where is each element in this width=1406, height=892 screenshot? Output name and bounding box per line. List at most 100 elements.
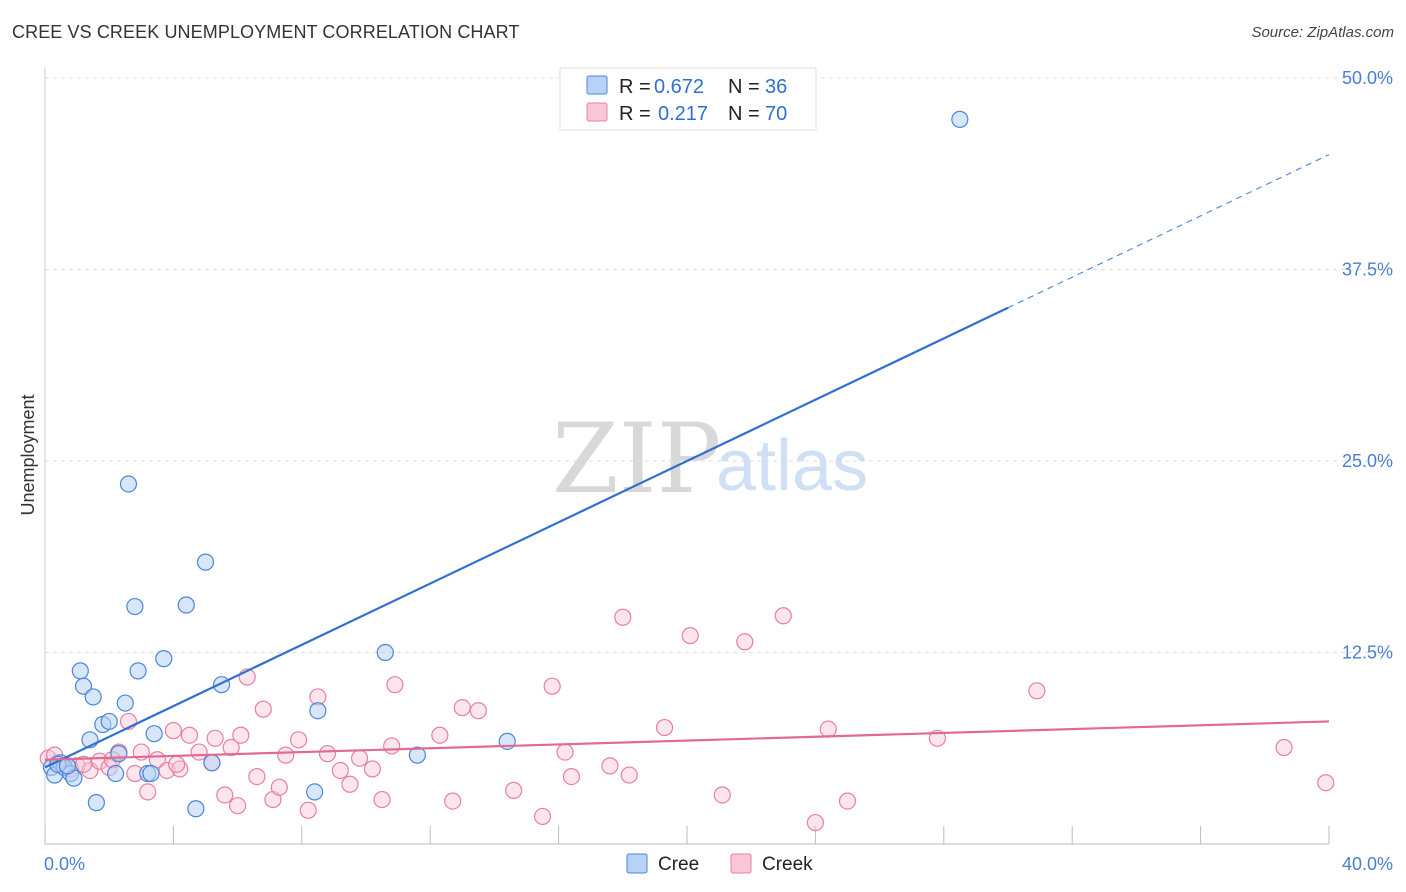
y-tick-label-0: 12.5%	[1342, 643, 1393, 663]
creek-point-14	[164, 722, 182, 740]
cree-point-20	[142, 764, 160, 783]
cree-point-29	[306, 783, 324, 801]
legend-n-label-creek: N =	[728, 103, 760, 125]
creek-point-22	[229, 797, 247, 815]
creek-point-53	[655, 718, 674, 737]
creek-point-17	[190, 743, 208, 761]
creek-point-28	[270, 778, 288, 796]
bottom-legend-label-cree: Cree	[658, 854, 699, 875]
creek-point-63	[1275, 738, 1293, 757]
watermark-atlas: atlas	[716, 426, 868, 506]
legend-r-value-cree: 0.672	[654, 76, 704, 98]
cree-point-9	[84, 688, 102, 706]
cree-point-6	[71, 662, 89, 680]
creek-point-34	[331, 761, 349, 780]
creek-point-35	[341, 775, 359, 793]
creek-points	[39, 607, 1335, 832]
creek-point-49	[562, 767, 581, 786]
creek-point-39	[383, 737, 401, 755]
cree-point-14	[110, 745, 128, 763]
creek-point-15	[171, 760, 189, 778]
creek-point-25	[248, 767, 266, 786]
gridlines	[45, 77, 1389, 653]
cree-point-30	[376, 643, 394, 662]
source-credit: Source: ZipAtlas.com	[1251, 24, 1394, 41]
trend-lines	[44, 154, 1330, 769]
creek-point-55	[713, 786, 731, 804]
creek-point-30	[289, 731, 308, 749]
y-axis-label: Unemployment	[18, 394, 38, 515]
y-tick-label-1: 25.0%	[1342, 451, 1393, 471]
creek-point-16	[180, 726, 199, 744]
creek-point-31	[299, 801, 317, 819]
creek-point-33	[318, 745, 337, 763]
creek-point-29	[277, 746, 295, 764]
legend: R = 0.672 N = 36 R = 0.217 N = 70	[559, 67, 817, 131]
creek-point-44	[469, 702, 487, 720]
bottom-legend-swatch-creek	[730, 853, 752, 874]
cree-point-25	[196, 553, 215, 571]
x-tick-label-0: 0.0%	[44, 854, 85, 874]
y-tick-label-2: 37.5%	[1342, 260, 1393, 280]
creek-point-38	[373, 790, 391, 809]
axes	[44, 68, 1330, 845]
creek-point-59	[819, 720, 837, 738]
cree-point-12	[100, 712, 118, 731]
legend-swatch-creek	[586, 102, 608, 122]
cree-point-15	[116, 694, 134, 712]
legend-r-label-creek: R =	[619, 103, 651, 125]
creek-point-64	[1317, 774, 1335, 792]
x-tick-labels: 0.0% 40.0%	[44, 854, 1393, 874]
creek-point-20	[216, 786, 234, 804]
creek-point-26	[254, 700, 272, 718]
bottom-legend-label-creek: Creek	[762, 854, 813, 875]
cree-point-13	[107, 764, 125, 783]
cree-point-24	[187, 800, 205, 818]
creek-point-54	[681, 627, 699, 645]
creek-point-47	[543, 677, 561, 695]
creek-point-19	[206, 729, 224, 747]
legend-r-value-creek: 0.217	[658, 103, 708, 125]
y-tick-label-3: 50.0%	[1342, 68, 1393, 88]
cree-point-17	[126, 597, 144, 616]
bottom-legend-swatch-cree	[626, 853, 648, 874]
cree-point-31	[408, 746, 426, 764]
creek-point-42	[444, 792, 462, 810]
bottom-legend: Cree Creek	[626, 853, 813, 875]
creek-point-36	[350, 749, 369, 767]
creek-point-41	[431, 726, 449, 744]
cree-point-23	[177, 596, 195, 614]
legend-n-label-cree: N =	[728, 76, 760, 98]
creek-point-11	[139, 783, 157, 801]
creek-point-13	[158, 761, 176, 780]
creek-point-48	[556, 743, 574, 761]
cree-points	[42, 110, 969, 818]
cree-point-26	[203, 754, 221, 772]
watermark-zip: ZIP	[552, 403, 721, 515]
creek-point-37	[363, 760, 382, 778]
cree-point-10	[87, 794, 105, 812]
cree-point-21	[145, 725, 163, 743]
creek-point-50	[601, 757, 619, 775]
cree-trend-line	[44, 306, 1009, 769]
creek-point-51	[614, 608, 632, 626]
cree-trend-extension	[1007, 154, 1330, 309]
legend-n-value-creek: 70	[765, 103, 787, 125]
legend-n-value-cree: 36	[765, 76, 787, 98]
creek-point-52	[620, 766, 638, 784]
cree-point-22	[155, 650, 173, 668]
cree-point-28	[309, 702, 327, 720]
creek-point-23	[232, 726, 250, 744]
legend-r-label-cree: R =	[619, 76, 651, 98]
creek-point-21	[222, 738, 240, 757]
creek-point-45	[505, 781, 523, 799]
y-tick-labels: 12.5% 25.0% 37.5% 50.0%	[1342, 68, 1393, 663]
cree-point-33	[951, 110, 969, 128]
creek-point-43	[453, 699, 471, 717]
creek-point-58	[806, 813, 825, 832]
x-tick-label-1: 40.0%	[1342, 854, 1393, 874]
cree-point-16	[119, 475, 138, 493]
chart-title: CREE VS CREEK UNEMPLOYMENT CORRELATION C…	[12, 22, 520, 42]
creek-point-56	[736, 633, 754, 651]
creek-point-46	[533, 807, 552, 826]
